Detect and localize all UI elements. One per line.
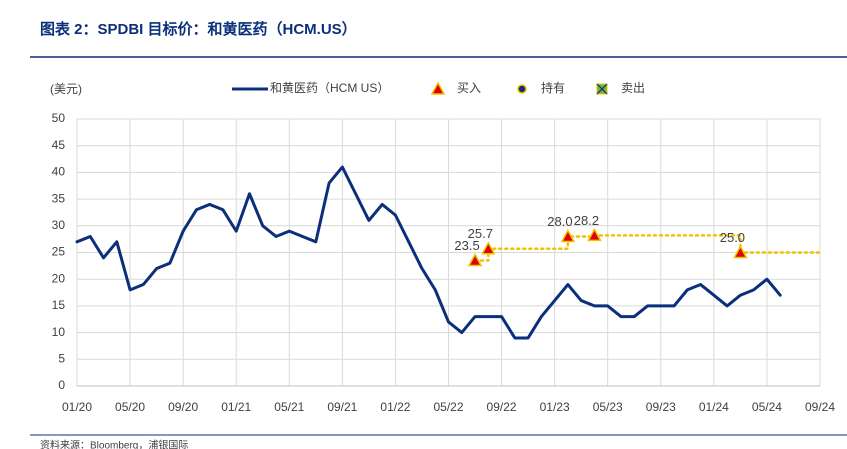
y-axis-label: (美元) (50, 82, 82, 96)
x-tick-label: 05/24 (752, 400, 782, 414)
x-tick-label: 01/24 (699, 400, 729, 414)
y-tick-label: 30 (52, 218, 66, 232)
buy-marker (587, 227, 602, 242)
y-tick-label: 40 (52, 165, 66, 179)
y-tick-label: 50 (52, 111, 66, 125)
y-tick-label: 25 (52, 245, 66, 259)
x-tick-label: 05/21 (274, 400, 304, 414)
legend-swatch (596, 83, 608, 95)
y-tick-label: 20 (52, 271, 66, 285)
data-label: 28.2 (574, 213, 599, 228)
y-tick-label: 5 (58, 351, 65, 365)
x-tick-label: 09/24 (805, 400, 835, 414)
x-tick-label: 01/20 (62, 400, 92, 414)
buy-marker (467, 252, 483, 267)
buy-marker (560, 228, 576, 243)
x-tick-label: 09/20 (168, 400, 198, 414)
y-tick-label: 35 (52, 191, 66, 205)
chart-title: 图表 2：SPDBI 目标价：和黄医药（HCM.US） (40, 20, 357, 38)
x-tick-label: 09/22 (487, 400, 517, 414)
x-tick-label: 05/20 (115, 400, 145, 414)
buy-marker (733, 244, 748, 259)
y-tick-label: 10 (52, 325, 66, 339)
legend-label: 卖出 (621, 81, 645, 95)
x-tick-label: 05/22 (433, 400, 463, 414)
buy-marker (481, 241, 496, 255)
y-tick-label: 0 (58, 378, 65, 392)
y-tick-label: 45 (52, 138, 66, 152)
data-label: 28.0 (547, 214, 572, 229)
legend-label: 持有 (541, 80, 565, 95)
y-tick-label: 15 (52, 298, 66, 312)
data-label: 25.7 (468, 226, 493, 241)
x-tick-label: 05/23 (593, 400, 623, 414)
x-tick-label: 01/21 (221, 400, 251, 414)
legend-label: 买入 (457, 81, 481, 95)
source-note: 资料来源：Bloomberg，浦银国际 (40, 439, 188, 449)
legend-swatch (430, 81, 446, 95)
legend-swatch (517, 84, 527, 94)
legend-label: 和黄医药（HCM US） (270, 81, 389, 95)
target-line (473, 234, 822, 262)
data-label: 23.5 (454, 238, 479, 253)
data-label: 25.0 (720, 230, 745, 245)
x-tick-label: 09/23 (646, 400, 676, 414)
x-tick-label: 01/22 (380, 400, 410, 414)
x-tick-label: 09/21 (327, 400, 357, 414)
x-tick-label: 01/23 (540, 400, 570, 414)
price-line (75, 165, 782, 340)
